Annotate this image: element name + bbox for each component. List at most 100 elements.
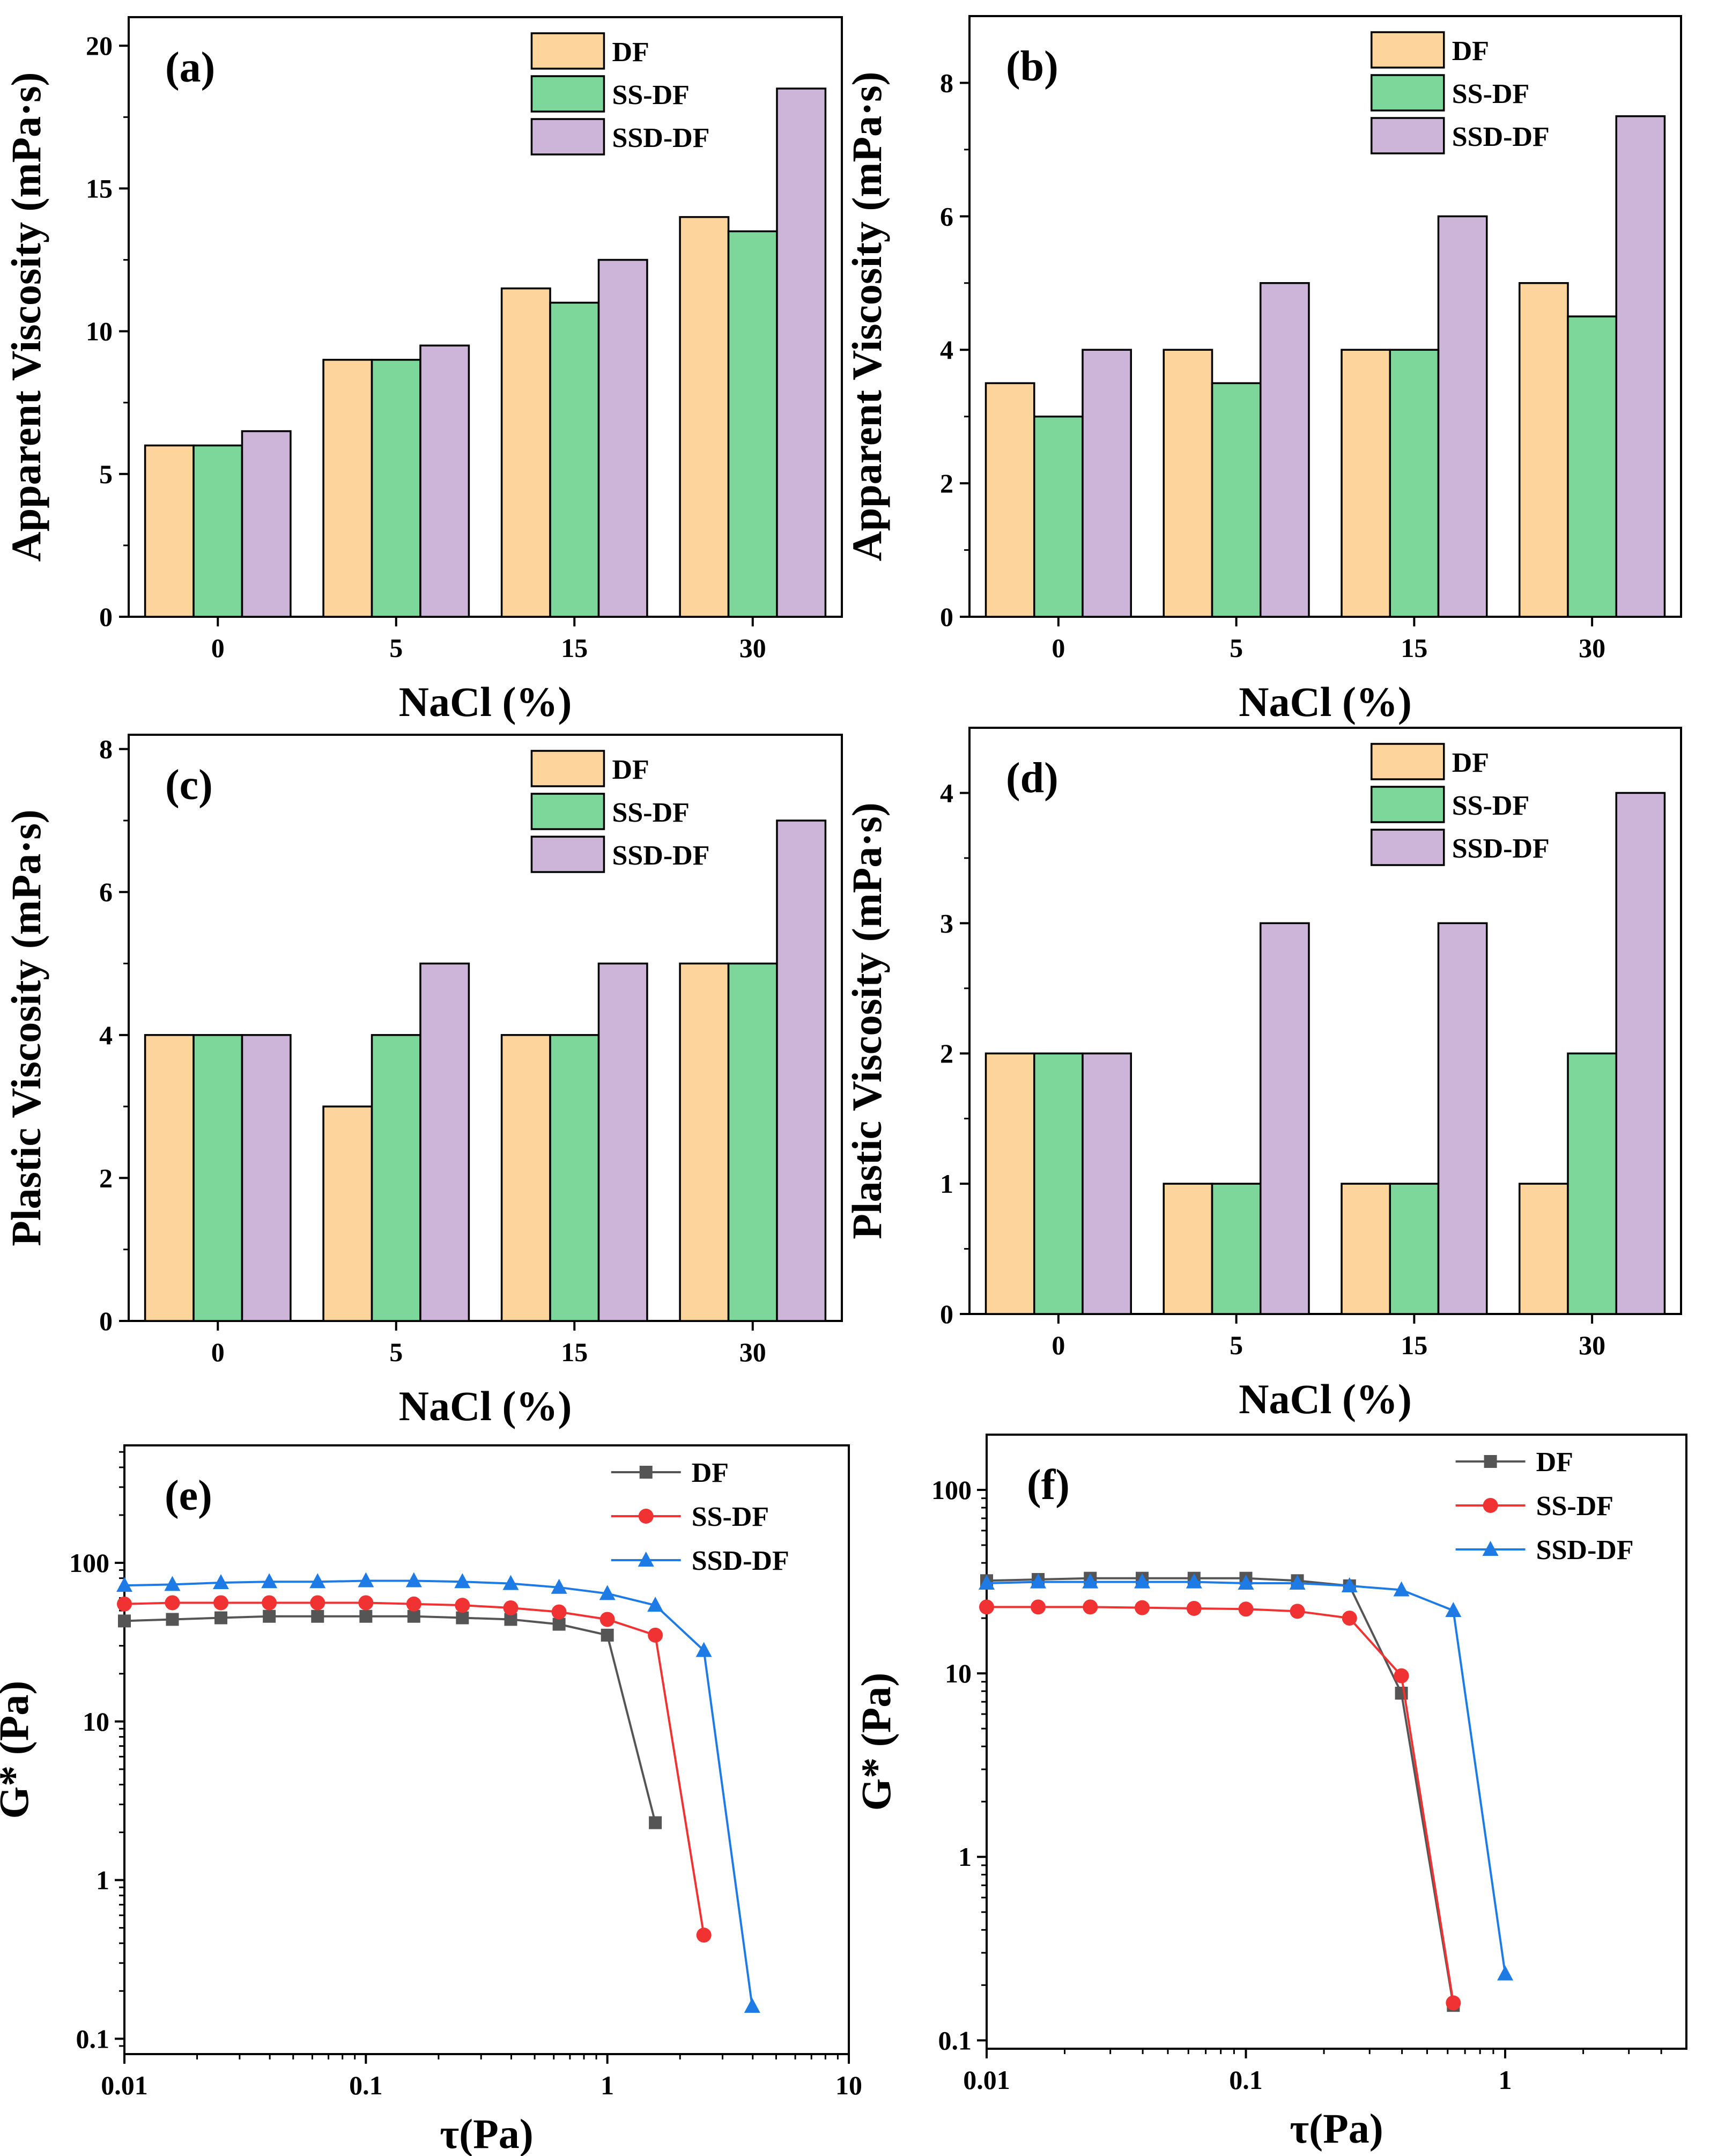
chart-d: 0 1 2 3 4 0 5 15 30 NaCl (%) Plastic Viscosity (mP… [843, 727, 1682, 1422]
data-point-df [552, 1618, 566, 1631]
data-point-ss-df [599, 1612, 615, 1627]
legend-label-ssd-df: SSD-DF [692, 1546, 789, 1576]
series-line-ss-df [987, 1606, 1455, 2003]
legend-label-ss-df: SS-DF [1452, 79, 1529, 109]
y-tick-label: 1 [958, 1842, 972, 1872]
bar-ssd-df-30 [1615, 792, 1666, 1315]
x-tick-label: 30 [1579, 633, 1605, 663]
y-tick-label: 6 [99, 877, 113, 907]
bar-ss-df-0 [1033, 1052, 1084, 1315]
y-tick-label: 1 [940, 1169, 953, 1199]
x-tick-label: 15 [1401, 1330, 1427, 1360]
data-point-ssd-df [405, 1572, 422, 1588]
y-tick-label: 0 [940, 602, 953, 632]
legend-swatch-ss-df [1371, 786, 1445, 823]
x-tick-label: 5 [1230, 1330, 1243, 1360]
chart-e: 0.01 0.1 1 10 0.1 1 10 100 τ(Pa) G* (Pa) (e) DF SS-D… [0, 1444, 862, 2156]
legend-label-df: DF [1452, 748, 1489, 778]
data-point-ssd-df [1393, 1581, 1410, 1597]
bar-ss-df-5 [1211, 382, 1262, 618]
bar-df-0 [144, 1034, 195, 1322]
bar-ssd-df-15 [597, 259, 648, 618]
bar-ssd-df-15 [1437, 215, 1488, 618]
series-line-ssd-df [124, 1579, 753, 2007]
y-axis-title: Plastic Viscosity (mPa·s) [843, 802, 890, 1239]
x-tick-label: 1 [1499, 2065, 1512, 2095]
data-point-ssd-df [979, 1575, 995, 1590]
y-axis-title: Apparent Viscosity (mPa·s) [843, 72, 890, 562]
panel-label: (e) [165, 1472, 212, 1519]
chart-b: 0 2 4 6 8 0 5 15 30 NaCl (%) Apparent Viscosity (m… [843, 15, 1682, 725]
legend-label-df: DF [1536, 1447, 1573, 1478]
data-point-df [263, 1609, 276, 1623]
bar-ss-df-30 [1567, 1052, 1617, 1315]
x-tick-label: 15 [561, 633, 588, 663]
plot-frame [123, 1444, 850, 2055]
bar-df-15 [1341, 349, 1391, 618]
legend-label-ss-df: SS-DF [1536, 1491, 1613, 1522]
data-point-df [456, 1611, 469, 1625]
data-point-ss-df [648, 1627, 663, 1643]
bar-df-5 [1163, 349, 1213, 618]
bar-ss-df-5 [371, 1034, 421, 1322]
x-tick-label: 0.01 [101, 2070, 148, 2100]
bar-ss-df-30 [1567, 315, 1617, 618]
series-line-ss-df [124, 1601, 705, 1936]
legend-swatch-ssd-df [530, 118, 605, 156]
data-point-ss-df [165, 1595, 180, 1611]
bar-df-0 [984, 382, 1035, 618]
bar-ssd-df-0 [1082, 1052, 1132, 1315]
bar-ss-df-15 [1389, 349, 1440, 618]
y-tick-label: 15 [86, 173, 113, 203]
x-axis-title: NaCl (%) [399, 678, 572, 725]
panel-label: (d) [1006, 755, 1058, 802]
bar-df-5 [322, 1105, 373, 1322]
bar-df-30 [679, 962, 730, 1322]
data-point-ssd-df [261, 1573, 278, 1589]
data-point-ssd-df [1134, 1573, 1151, 1589]
x-axis-title: τ(Pa) [440, 2110, 534, 2156]
series-line-ssd-df [986, 1581, 1507, 1974]
data-point-ss-df [455, 1598, 470, 1613]
data-point-ss-df [1238, 1601, 1254, 1617]
plot-frame [968, 727, 1682, 1315]
legend-marker-ss-df [638, 1509, 654, 1524]
data-point-ss-df [262, 1595, 277, 1611]
data-point-ss-df [1186, 1600, 1202, 1616]
bar-ssd-df-30 [776, 819, 827, 1322]
chart-f: 0.01 0.1 1 0.1 1 10 100 τ(Pa) G* (Pa) (f) DF SS-DF S… [853, 1434, 1687, 2152]
y-tick-label: 10 [945, 1658, 972, 1688]
data-point-ssd-df [599, 1585, 616, 1600]
legend-label-df: DF [692, 1458, 729, 1488]
data-point-df [601, 1628, 614, 1642]
y-tick-label: 100 [931, 1475, 972, 1505]
legend-swatch-df [530, 750, 605, 787]
data-point-ss-df [1342, 1611, 1357, 1626]
bar-ss-df-0 [193, 444, 243, 618]
data-point-ssd-df [1030, 1573, 1047, 1589]
legend-swatch-df [1371, 31, 1445, 69]
y-axis-title: Plastic Viscosity (mPa·s) [3, 809, 49, 1246]
y-tick-label: 3 [940, 908, 953, 938]
legend-marker-ssd-df [1482, 1541, 1499, 1556]
x-axis-title: τ(Pa) [1290, 2105, 1383, 2152]
y-tick-label: 10 [83, 1707, 109, 1737]
y-tick-label: 20 [86, 31, 113, 61]
x-tick-label: 0 [1052, 1330, 1065, 1360]
bar-ssd-df-0 [1082, 349, 1132, 618]
x-tick-label: 0 [211, 1337, 225, 1367]
data-point-ssd-df [502, 1575, 519, 1590]
bar-df-5 [322, 359, 373, 618]
panel-label: (c) [165, 762, 213, 809]
panel-label: (a) [165, 44, 215, 91]
y-tick-label: 0 [99, 1306, 113, 1336]
legend-label-df: DF [612, 755, 649, 785]
legend-label-ss-df: SS-DF [1452, 791, 1529, 821]
bar-ss-df-15 [549, 301, 600, 618]
x-tick-label: 30 [1579, 1330, 1605, 1360]
data-point-ss-df [551, 1604, 567, 1620]
x-tick-label: 30 [739, 1337, 766, 1367]
legend-label-ssd-df: SSD-DF [1536, 1535, 1634, 1566]
y-tick-label: 1 [96, 1865, 109, 1895]
legend-label-ssd-df: SSD-DF [612, 840, 709, 871]
